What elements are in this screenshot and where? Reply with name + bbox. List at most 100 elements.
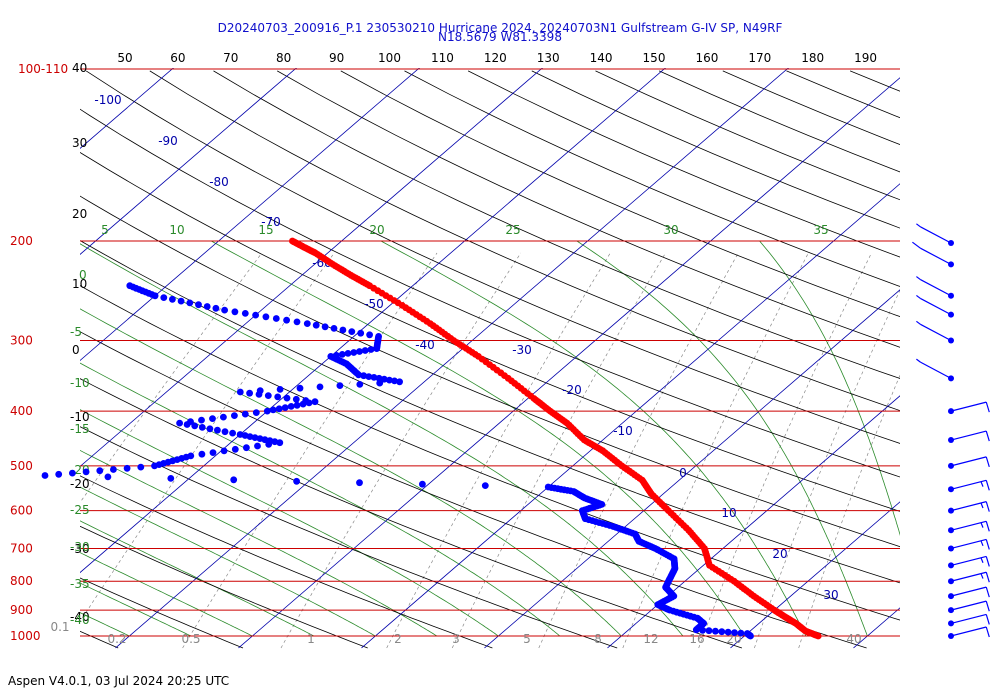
dewpoint-trace-point: [104, 473, 112, 481]
wind-barb-staff: [950, 538, 987, 550]
dewpoint-trace-point: [220, 447, 228, 455]
dewpoint-trace-point: [254, 442, 261, 450]
dry-adiabat-line: [149, 70, 900, 412]
dewpoint-trace-point: [137, 463, 145, 471]
moist-adiabat-label: 20: [369, 223, 384, 237]
dewpoint-trace-point: [176, 419, 184, 427]
wind-barb-half-flag: [980, 540, 984, 547]
dewpoint-trace: [41, 282, 754, 640]
dewpoint-trace-point: [743, 630, 751, 637]
pressure-label: 700: [10, 541, 33, 555]
isotherm-line: [361, 183, 900, 649]
isotherm-label: 30: [823, 588, 838, 602]
isotherm-line: [80, 68, 174, 149]
pressure-label: 200: [10, 234, 33, 248]
wind-barb-staff: [950, 520, 987, 531]
dewpoint-trace-point: [718, 628, 726, 636]
moist-adiabat-label: 0: [79, 268, 87, 282]
wind-barb-staff: [950, 479, 987, 490]
chart-subtitle: N18.5679 W81.3398: [438, 30, 562, 44]
dewpoint-trace-point: [241, 310, 249, 317]
dewpoint-trace-point: [712, 627, 719, 635]
top-axis-label: 160: [695, 51, 718, 65]
dry-adiabat-line: [80, 331, 867, 649]
dry-adiabat-line: [80, 285, 900, 621]
dewpoint-trace-point: [283, 316, 290, 324]
dry-adiabat-line: [277, 70, 900, 348]
dry-adiabat-line: [340, 70, 900, 318]
dewpoint-trace-point: [198, 450, 206, 458]
dewpoint-trace-point: [221, 428, 229, 436]
moist-adiabat-label: 15: [258, 223, 273, 237]
moist-adiabat-line: [80, 552, 253, 637]
dewpoint-trace-point: [705, 627, 713, 635]
left-axis-label: 10: [72, 277, 87, 291]
top-axis-label: 130: [537, 51, 560, 65]
dewpoint-trace-point: [375, 374, 383, 382]
dewpoint-trace-point: [229, 429, 237, 437]
isotherm-line: [730, 501, 900, 649]
mixing-ratio-label: 20: [726, 632, 741, 646]
wind-barb-staff: [950, 626, 987, 637]
wind-barb-staff: [950, 401, 987, 412]
moist-adiabat-label: 5: [101, 223, 109, 237]
dewpoint-trace-point: [348, 328, 356, 335]
dry-adiabat-line: [80, 525, 368, 649]
temperature-trace: [289, 237, 822, 640]
dewpoint-trace-point: [350, 349, 358, 356]
dewpoint-trace-point: [110, 466, 117, 473]
wind-barb: [948, 520, 990, 534]
wind-barb-staff: [920, 361, 952, 379]
wind-barb-flag: [985, 626, 990, 638]
wind-barb: [948, 626, 990, 639]
dewpoint-trace-point: [338, 351, 346, 358]
dewpoint-trace-point: [203, 303, 211, 310]
dewpoint-trace-point: [209, 449, 217, 456]
dewpoint-trace-point: [391, 377, 398, 385]
moist-adiabat-label: -5: [70, 325, 82, 339]
wind-barb-flag: [985, 586, 990, 598]
wind-barb-flag: [985, 501, 990, 512]
dewpoint-trace-point: [396, 378, 403, 386]
isotherm-label: -90: [158, 134, 178, 148]
dry-adiabat-line: [914, 71, 1000, 648]
top-axis-label: 60: [170, 51, 185, 65]
dewpoint-trace-point: [366, 331, 373, 339]
isotherm-line: [80, 68, 543, 468]
dry-adiabat-line: [85, 70, 900, 444]
wind-barb-half-flag: [916, 223, 921, 228]
top-axis-label: 120: [484, 51, 507, 65]
wind-barb-flag: [985, 572, 990, 583]
dewpoint-trace-point: [243, 444, 250, 452]
dry-adiabat-line: [80, 577, 244, 649]
dewpoint-trace-point: [82, 468, 90, 476]
dewpoint-trace-point: [55, 470, 63, 478]
wind-barb: [916, 276, 954, 299]
isotherm-line: [238, 77, 900, 649]
dewpoint-trace-point: [481, 482, 489, 489]
isotherm-line: [115, 68, 789, 649]
dewpoint-trace-point: [264, 392, 272, 399]
wind-barb-staff: [950, 501, 987, 512]
wind-barb-staff: [920, 323, 952, 342]
dewpoint-trace-point: [96, 467, 104, 475]
dewpoint-trace-point: [731, 629, 738, 636]
wind-barb: [912, 241, 954, 268]
wind-barb: [948, 613, 990, 627]
dry-adiabat-line: [595, 70, 900, 201]
wind-barb-staff: [950, 600, 987, 611]
wind-barb-flag: [912, 241, 921, 249]
top-axis-label: 70: [223, 51, 238, 65]
wind-barb-half-flag: [916, 320, 921, 325]
mixing-ratio-line: [754, 289, 900, 649]
dewpoint-trace-point: [274, 393, 282, 401]
wind-barb: [948, 600, 990, 614]
dewpoint-trace-point: [321, 323, 329, 331]
dewpoint-trace-point: [231, 308, 239, 316]
dewpoint-trace-point: [365, 373, 373, 380]
isotherm-label: -30: [512, 343, 532, 357]
wind-barb: [916, 223, 954, 246]
dewpoint-trace-point: [256, 387, 264, 395]
isotherm-label: -20: [562, 383, 582, 397]
wind-barb-flag: [985, 521, 990, 532]
